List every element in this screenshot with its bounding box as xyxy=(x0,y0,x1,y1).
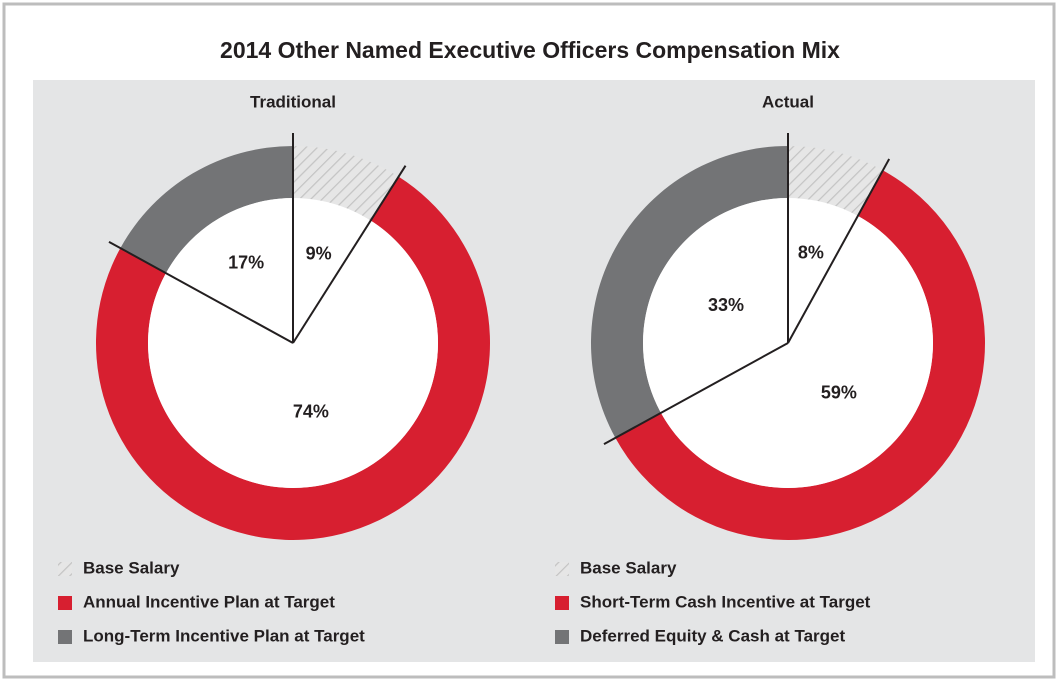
divider xyxy=(108,240,294,344)
value-label: 74% xyxy=(293,401,329,421)
legend-swatch xyxy=(58,562,72,576)
legend-swatch xyxy=(58,596,72,610)
pie-segment xyxy=(788,146,883,216)
value-label: 9% xyxy=(306,243,332,263)
legend-swatch xyxy=(555,596,569,610)
legend-label: Short-Term Cash Incentive at Target xyxy=(580,592,871,611)
pie-title: Traditional xyxy=(250,92,336,111)
pie-segment xyxy=(590,146,788,438)
legend-label: Base Salary xyxy=(580,558,677,577)
pie-title: Actual xyxy=(762,92,814,111)
value-label: 17% xyxy=(228,253,264,273)
divider xyxy=(603,342,789,446)
pie-segment xyxy=(120,146,293,274)
divider xyxy=(292,165,407,344)
chart-title: 2014 Other Named Executive Officers Comp… xyxy=(220,37,840,63)
value-label: 59% xyxy=(821,383,857,403)
legend-label: Annual Incentive Plan at Target xyxy=(83,592,335,611)
pie-segment xyxy=(615,170,985,540)
pie-segment xyxy=(293,146,399,221)
value-label: 8% xyxy=(798,243,824,263)
legend-label: Deferred Equity & Cash at Target xyxy=(580,626,845,645)
legend-swatch xyxy=(555,562,569,576)
legend-swatch xyxy=(58,630,72,644)
legend-label: Long-Term Incentive Plan at Target xyxy=(83,626,365,645)
legend-label: Base Salary xyxy=(83,558,180,577)
value-label: 33% xyxy=(708,295,744,315)
divider xyxy=(787,158,891,344)
legend-swatch xyxy=(555,630,569,644)
